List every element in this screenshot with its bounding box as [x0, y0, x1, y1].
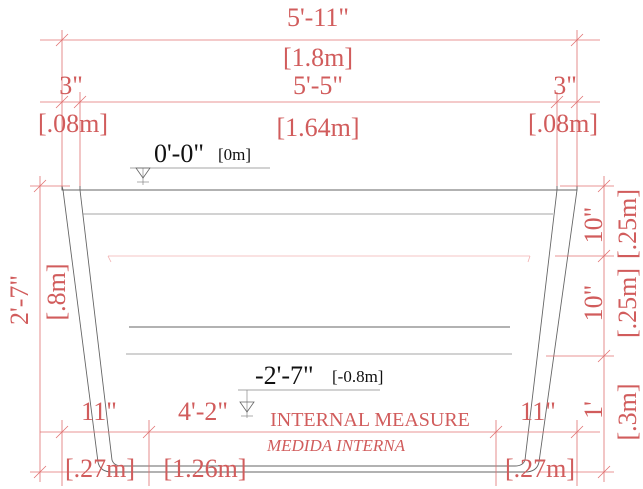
bottom-right-slope-metric: [.27m]: [505, 454, 575, 483]
overall-width-dimension: 5'-11" [1.8m]: [40, 3, 600, 190]
bottom-level-imperial: -2'-7": [255, 361, 314, 390]
depth-upper-metric: [.25m]: [613, 189, 642, 259]
depth-segments-dimension: 10" [.25m] 10" [.25m] 1' [.3m]: [540, 176, 642, 482]
bottom-floor-metric: [1.26m]: [163, 454, 246, 483]
top-level-metric: [0m]: [218, 145, 251, 164]
bottom-left-slope-imperial: 11": [81, 397, 117, 426]
depth-upper-imperial: 10": [579, 207, 608, 244]
left-rim-metric: [.08m]: [38, 109, 108, 138]
inner-width-metric: [1.64m]: [276, 113, 359, 142]
total-depth-dimension: 2'-7" [.8m]: [5, 176, 100, 482]
top-level-marker: 0'-0" [0m]: [130, 139, 270, 185]
inner-width-imperial: 5'-5": [293, 71, 343, 100]
overall-width-metric: [1.8m]: [283, 43, 353, 72]
bottom-right-slope-imperial: 11": [520, 397, 556, 426]
total-depth-metric: [.8m]: [42, 263, 71, 320]
medida-interna-label: MEDIDA INTERNA: [266, 436, 406, 455]
depth-lower-metric: [.3m]: [613, 383, 642, 440]
depth-middle-imperial: 10": [579, 285, 608, 322]
top-level-imperial: 0'-0": [154, 139, 204, 168]
right-rim-imperial: 3": [553, 71, 577, 100]
right-rim-metric: [.08m]: [528, 109, 598, 138]
depth-lower-imperial: 1': [579, 401, 608, 419]
bottom-width-dimension: 11" [.27m] 4'-2" [1.26m] 11" [.27m] INTE…: [40, 397, 600, 486]
depth-middle-metric: [.25m]: [613, 268, 642, 338]
rim-and-inner-width-dimension: 3" [.08m] 5'-5" [1.64m] 3" [.08m]: [38, 71, 600, 190]
bottom-left-slope-metric: [.27m]: [65, 454, 135, 483]
bottom-floor-imperial: 4'-2": [178, 397, 228, 426]
bottom-level-metric: [-0.8m]: [332, 367, 383, 386]
left-rim-imperial: 3": [59, 71, 83, 100]
overall-width-imperial: 5'-11": [287, 3, 349, 32]
total-depth-imperial: 2'-7": [5, 275, 34, 325]
internal-measure-label: INTERNAL MEASURE: [270, 409, 470, 431]
bottom-level-marker: -2'-7" [-0.8m]: [238, 361, 383, 418]
pool-section: [61, 185, 578, 473]
